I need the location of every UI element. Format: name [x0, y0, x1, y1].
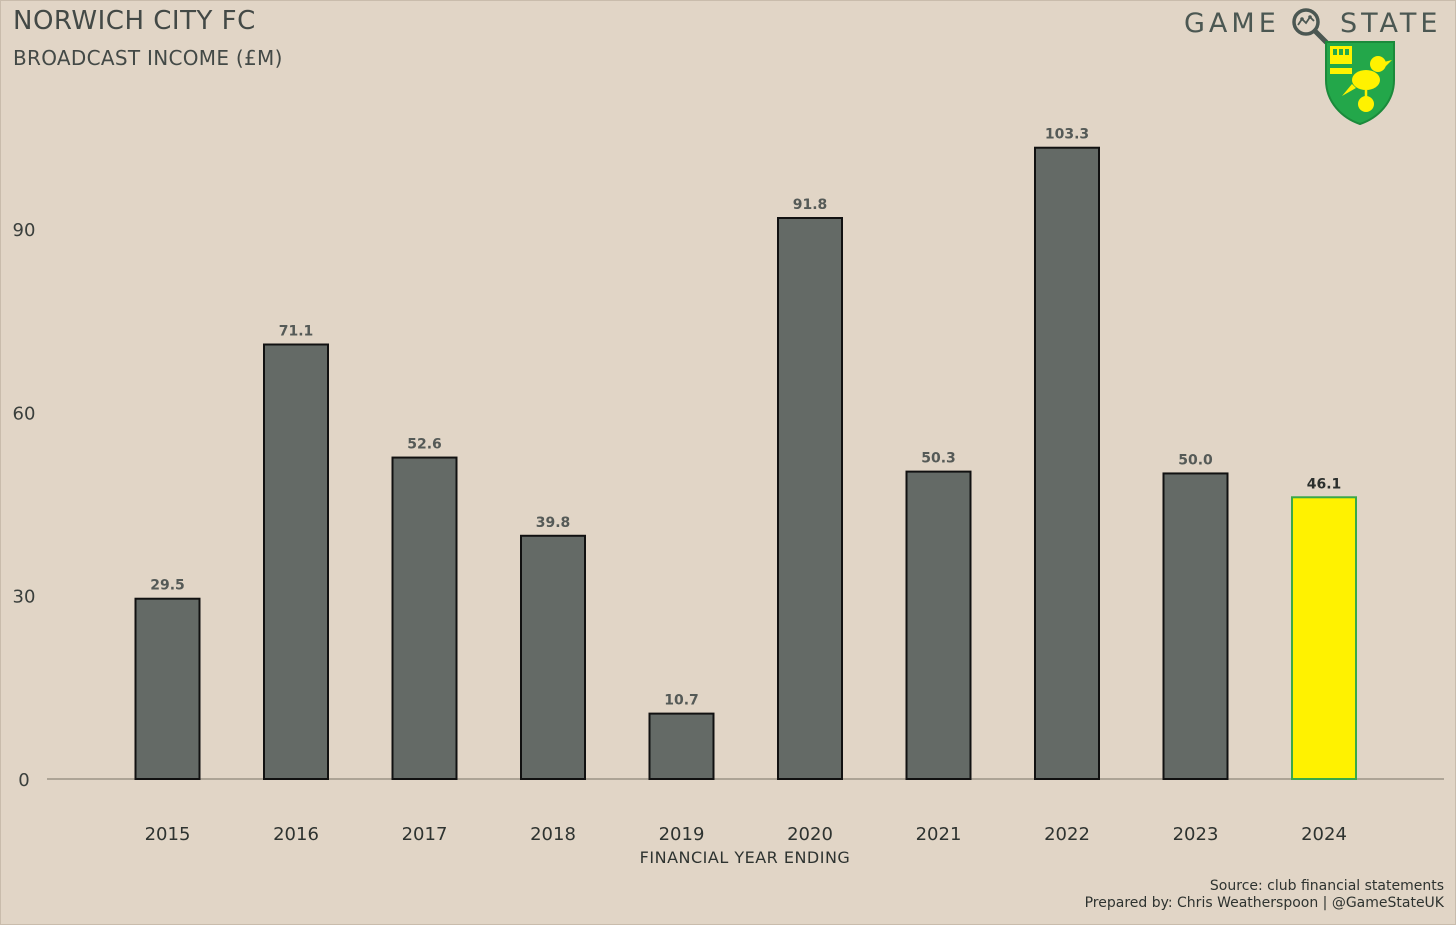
brand-word-state: STATE — [1340, 8, 1442, 39]
bar-highlight — [1291, 496, 1357, 780]
data-label: 29.5 — [150, 578, 185, 594]
credit-note: Prepared by: Chris Weatherspoon | @GameS… — [1084, 895, 1444, 911]
data-label: 91.8 — [793, 197, 828, 213]
y-tick-label: 90 — [13, 220, 36, 241]
norwich-canary-crest-icon — [1325, 41, 1395, 126]
data-label: 46.1 — [1307, 476, 1342, 492]
x-tick-label: 2015 — [145, 824, 191, 845]
bar — [520, 534, 586, 780]
magnifier-icon — [1292, 8, 1329, 45]
bar — [1034, 146, 1100, 780]
x-tick-label: 2024 — [1301, 824, 1347, 845]
y-tick-label: 60 — [13, 403, 36, 424]
data-label: 52.6 — [407, 437, 442, 453]
data-label: 50.3 — [921, 451, 956, 467]
chart-title: NORWICH CITY FC — [13, 6, 256, 36]
x-axis-title: FINANCIAL YEAR ENDING — [639, 848, 851, 867]
source-note: Source: club financial statements — [1209, 878, 1444, 894]
x-tick-label: 2022 — [1044, 824, 1090, 845]
x-tick-label: 2020 — [787, 824, 833, 845]
data-label: 71.1 — [279, 324, 314, 340]
x-tick-label: 2023 — [1173, 824, 1219, 845]
y-tick-label: 0 — [18, 770, 29, 791]
brand-word-game: GAME — [1184, 8, 1280, 39]
x-tick-label: 2016 — [273, 824, 319, 845]
bar — [1162, 472, 1229, 780]
bar — [648, 712, 715, 780]
x-tick-label: 2019 — [659, 824, 705, 845]
data-label: 103.3 — [1045, 127, 1089, 143]
bar — [134, 597, 201, 780]
x-tick-label: 2017 — [402, 824, 448, 845]
x-tick-label: 2021 — [916, 824, 962, 845]
bar — [905, 470, 972, 780]
game-state-logo: GAME STATE — [1184, 8, 1442, 45]
bar — [777, 217, 843, 780]
y-tick-label: 30 — [13, 587, 36, 608]
data-label: 50.0 — [1178, 452, 1213, 468]
chart-footer: Source: club financial statements Prepar… — [1085, 878, 1444, 912]
bar — [263, 343, 329, 780]
chart-subtitle: BROADCAST INCOME (£M) — [13, 46, 283, 70]
data-label: 39.8 — [536, 515, 571, 531]
bar — [391, 456, 458, 780]
data-label: 10.7 — [664, 693, 699, 709]
x-tick-label: 2018 — [530, 824, 576, 845]
